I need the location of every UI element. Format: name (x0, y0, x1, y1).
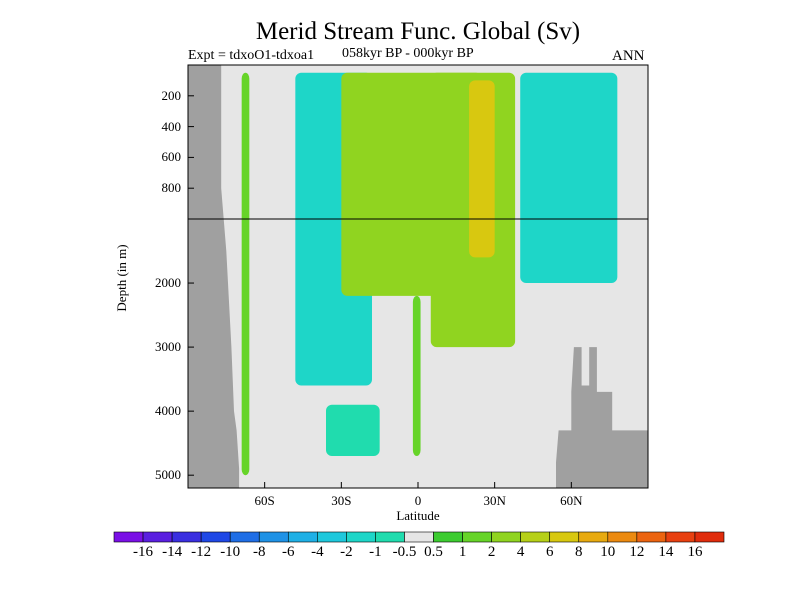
colorbar-level-label: 2 (487, 544, 496, 560)
colorbar-swatch (694, 531, 725, 543)
axis-layer (187, 64, 649, 489)
colorbar-level-label: -12 (191, 544, 212, 560)
colorbar-swatch (317, 531, 347, 543)
season-label: ANN (612, 48, 645, 64)
northern-ridge-land-mask (556, 347, 648, 488)
antarctic-land-mask (188, 65, 240, 488)
colorbar-level-label: -1 (369, 544, 382, 560)
colorbar-swatch (665, 531, 696, 543)
y-axis-label: Depth (in m) (114, 244, 129, 312)
colorbar-swatch (258, 531, 289, 543)
colorbar-level-label: 1 (458, 544, 467, 560)
y-tick-label: 400 (161, 118, 182, 134)
x-axis-label: Latitude (396, 508, 440, 523)
y-tick-label: 200 (161, 87, 182, 103)
colorbar-swatch (171, 531, 202, 543)
y-tick-label: 3000 (155, 339, 181, 355)
colorbar-swatch (578, 531, 609, 543)
colorbar-swatch (636, 531, 667, 543)
colorbar (113, 531, 725, 543)
chart-title: Merid Stream Func. Global (Sv) (255, 18, 581, 45)
colorbar-swatch (404, 531, 434, 543)
colorbar-level-label: 16 (687, 544, 703, 560)
period-label: 058kyr BP - 000kyr BP (342, 46, 474, 61)
y-tick-label: 800 (161, 180, 182, 196)
colorbar-swatch (287, 531, 318, 543)
colorbar-level-label: -16 (133, 544, 154, 560)
colorbar-level-label: 4 (516, 544, 525, 560)
colorbar-level-label: 6 (545, 544, 554, 560)
colorbar-level-label: 8 (575, 544, 583, 560)
colorbar-level-label: -8 (252, 544, 266, 560)
region-southern-deep-patch (326, 404, 380, 456)
y-tick-label: 4000 (155, 403, 181, 419)
y-tick-label: 2000 (155, 275, 181, 291)
colorbar-level-label: -0.5 (392, 544, 417, 560)
colorbar-swatch (375, 531, 405, 543)
x-tick-label: 60N (560, 493, 583, 508)
y-tick-label: 600 (161, 149, 182, 165)
region-southern-deep-band (241, 72, 250, 476)
colorbar-level-label: 0.5 (424, 544, 443, 560)
colorbar-swatch (491, 531, 521, 543)
region-north-atlantic-max (469, 80, 495, 258)
colorbar-swatch (200, 531, 231, 543)
colorbar-swatch (113, 531, 144, 543)
colorbar-swatch (549, 531, 580, 543)
colorbar-level-label: 12 (629, 544, 645, 560)
colorbar-level-label: -10 (220, 544, 241, 560)
contour-fill-layer (188, 65, 648, 488)
colorbar-level-label: 14 (658, 544, 674, 560)
x-tick-label: 30S (331, 493, 352, 508)
region-northern-negative-cell (520, 72, 618, 284)
colorbar-level-label: -4 (311, 544, 324, 560)
colorbar-level-label: 10 (600, 544, 616, 560)
colorbar-level-label: -14 (162, 544, 183, 560)
colorbar-swatch (433, 531, 463, 543)
x-tick-label: 60S (254, 493, 275, 508)
colorbar-swatch (520, 531, 551, 543)
colorbar-level-label: -2 (340, 544, 353, 560)
x-tick-label: 0 (414, 493, 422, 508)
colorbar-swatch (607, 531, 638, 543)
x-tick-label: 30N (483, 493, 506, 508)
colorbar-swatch (346, 531, 376, 543)
experiment-label: Expt = tdxoO1-tdxoa1 (188, 48, 315, 63)
colorbar-swatch (142, 531, 173, 543)
colorbar-swatch (462, 531, 492, 543)
y-tick-label: 5000 (155, 467, 181, 483)
colorbar-swatch (229, 531, 260, 543)
colorbar-level-label: -6 (282, 544, 295, 560)
region-equatorial-band (412, 295, 421, 456)
land-mask-layer (188, 65, 648, 488)
